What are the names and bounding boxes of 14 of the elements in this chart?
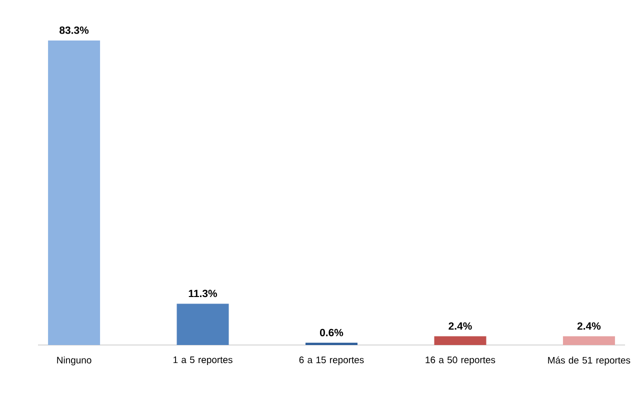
bar	[434, 336, 486, 345]
data-label: 2.4%	[448, 322, 472, 330]
data-label: 2.4%	[577, 322, 601, 330]
data-label: 0.6%	[320, 328, 344, 336]
x-tick-label: Más de 51 reportes	[548, 356, 630, 366]
bar	[48, 40, 100, 345]
x-tick-label: 1 a 5 reportes	[174, 356, 232, 365]
x-tick-label: 16 a 50 reportes	[426, 356, 496, 366]
data-label: 83.3%	[60, 26, 89, 34]
x-tick-label: Ninguno	[57, 356, 92, 366]
bar	[562, 336, 615, 345]
data-label: 11.3%	[188, 290, 218, 298]
bar	[176, 304, 229, 345]
x-tick-label: 6 a 15 reportes	[299, 356, 364, 366]
